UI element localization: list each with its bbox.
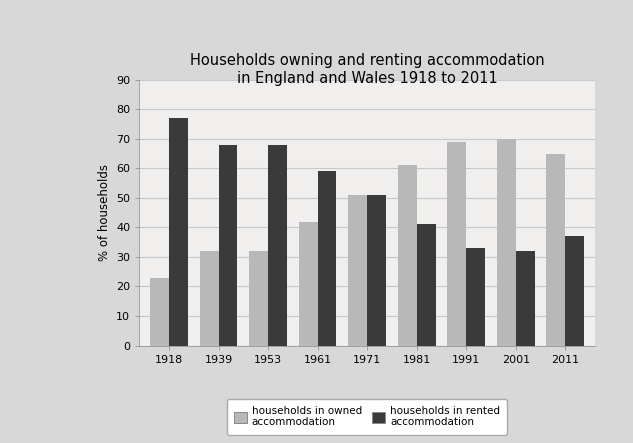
Bar — [318, 171, 336, 346]
Bar — [199, 251, 218, 346]
Bar — [417, 225, 436, 346]
Bar — [467, 248, 485, 346]
Bar — [448, 142, 467, 346]
Bar — [249, 251, 268, 346]
Bar — [546, 154, 565, 346]
Y-axis label: % of households: % of households — [97, 164, 111, 261]
Bar — [268, 145, 287, 346]
Bar — [367, 195, 386, 346]
Bar — [348, 195, 367, 346]
Bar — [497, 139, 516, 346]
Bar — [218, 145, 237, 346]
Bar — [169, 118, 188, 346]
Bar — [565, 236, 584, 346]
Legend: households in owned
accommodation, households in rented
accommodation: households in owned accommodation, house… — [227, 399, 508, 435]
Bar — [398, 165, 417, 346]
Bar — [150, 278, 169, 346]
Text: Households owning and renting accommodation
in England and Wales 1918 to 2011: Households owning and renting accommodat… — [190, 53, 544, 85]
Bar — [516, 251, 535, 346]
Bar — [299, 222, 318, 346]
